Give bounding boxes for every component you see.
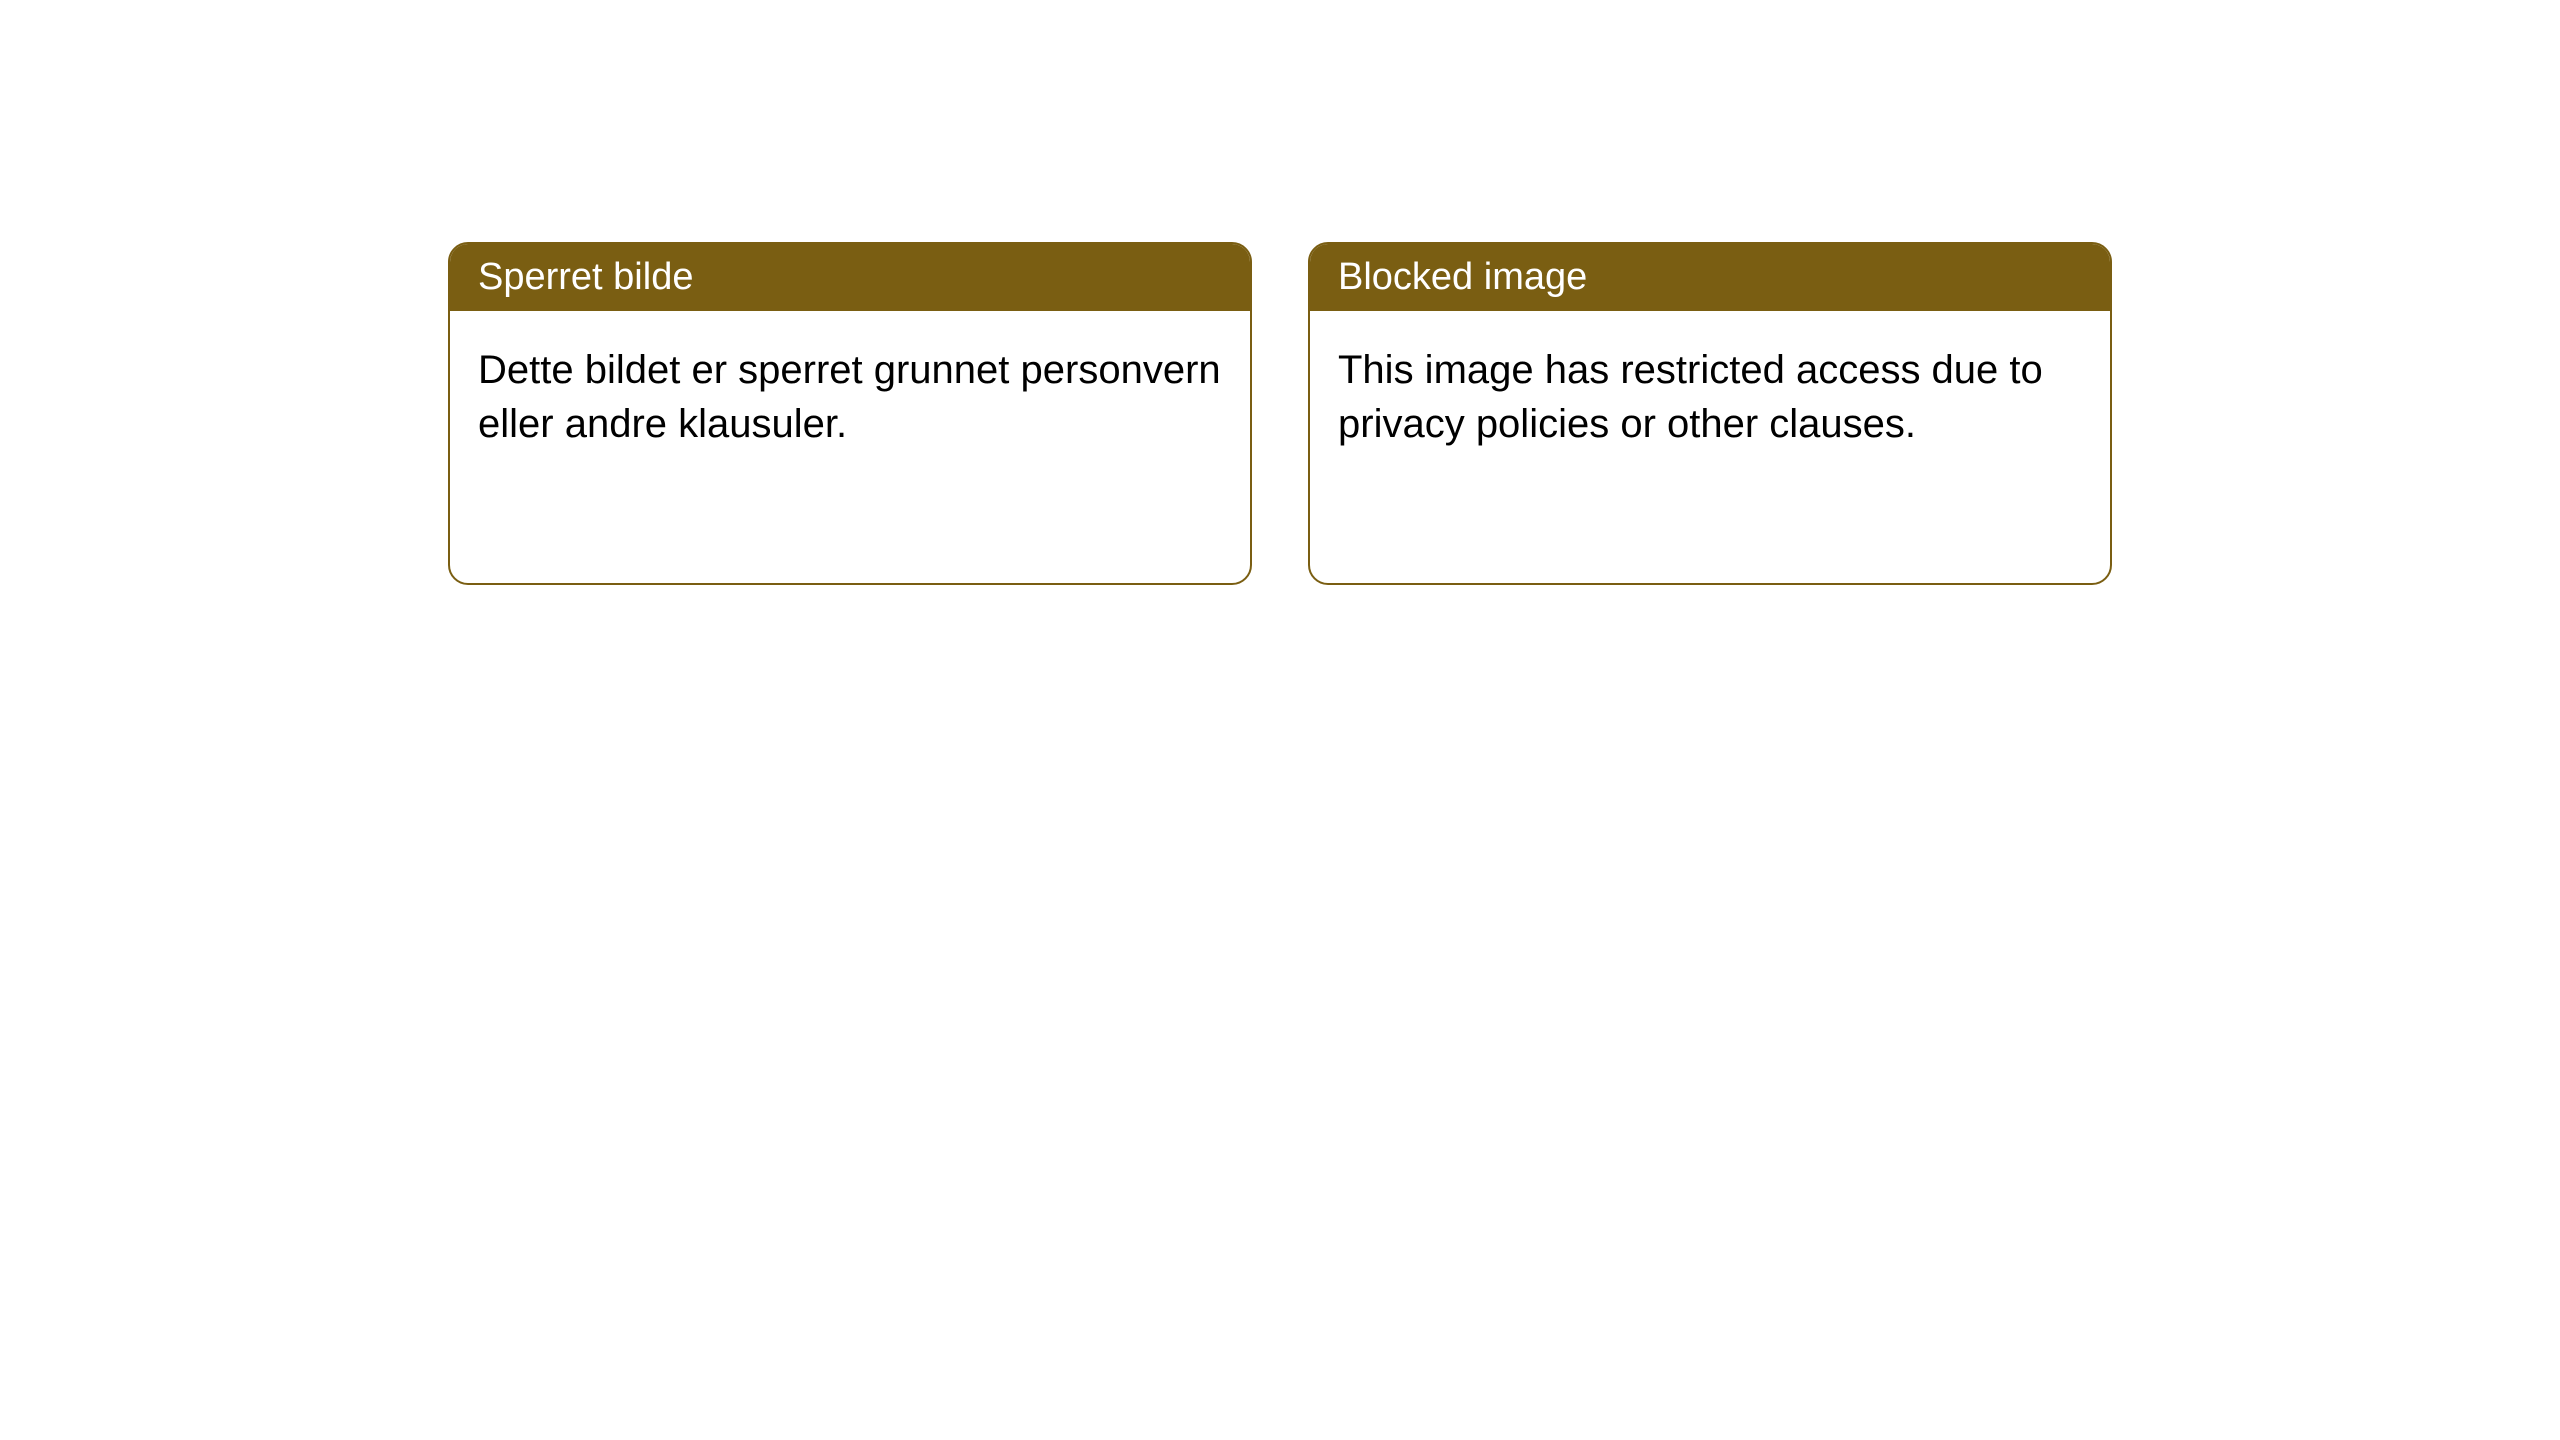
notice-cards-container: Sperret bilde Dette bildet er sperret gr… <box>448 242 2112 585</box>
card-title: Blocked image <box>1338 256 1587 298</box>
notice-card-english: Blocked image This image has restricted … <box>1308 242 2112 585</box>
card-title: Sperret bilde <box>478 256 693 298</box>
card-body: Dette bildet er sperret grunnet personve… <box>450 311 1250 583</box>
card-body-text: Dette bildet er sperret grunnet personve… <box>478 348 1221 446</box>
notice-card-norwegian: Sperret bilde Dette bildet er sperret gr… <box>448 242 1252 585</box>
card-header: Sperret bilde <box>450 244 1250 311</box>
card-body-text: This image has restricted access due to … <box>1338 348 2043 446</box>
card-header: Blocked image <box>1310 244 2110 311</box>
card-body: This image has restricted access due to … <box>1310 311 2110 583</box>
